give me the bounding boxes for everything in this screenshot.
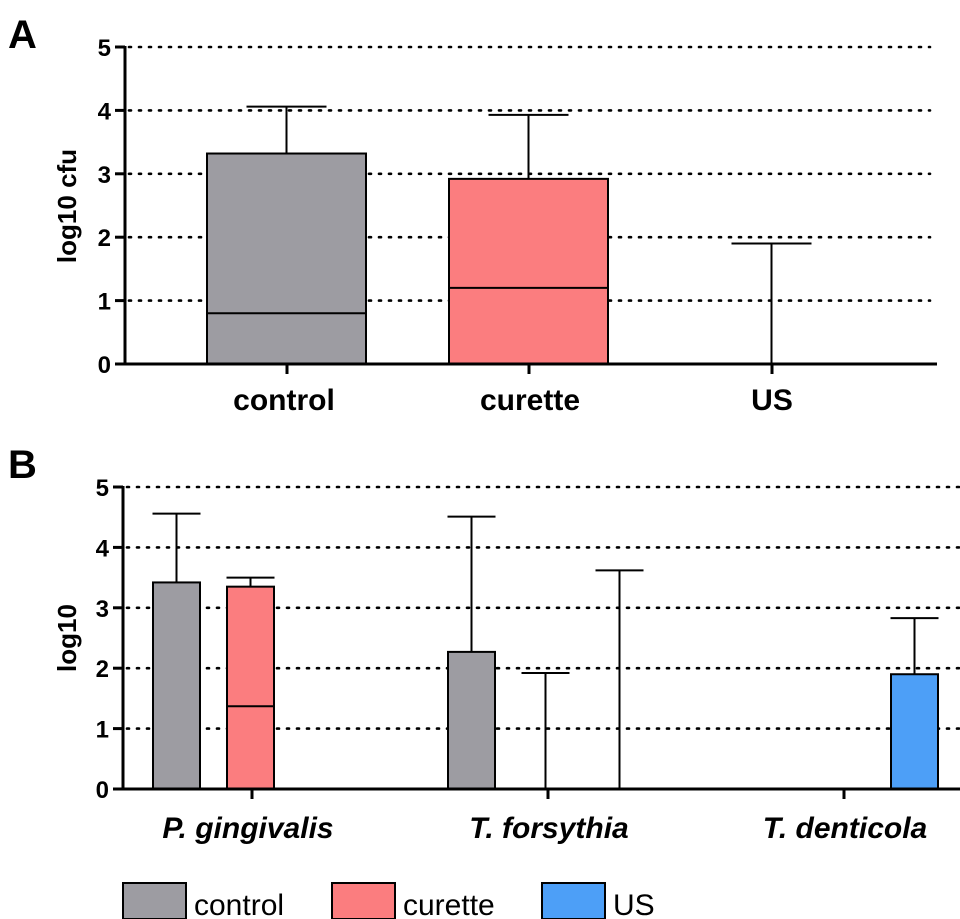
panel-b-y-tick-label: 1 <box>96 717 109 744</box>
legend-swatch-control <box>122 882 187 919</box>
panel-a-box-control <box>206 152 367 365</box>
legend: control curette US <box>122 882 655 919</box>
panel-b-categories: P. gingivalis T. forsythia T. denticola <box>162 812 927 845</box>
panel-a: A 0 1 2 3 4 5 log10 cfu control curette US <box>8 13 937 417</box>
panel-b-label: B <box>8 443 37 487</box>
legend-label: US <box>613 889 655 919</box>
panel-b-y-tick-label: 2 <box>96 656 109 683</box>
panel-a-y-tick-label: 1 <box>98 289 111 316</box>
panel-a-y-tick-label: 5 <box>98 35 111 62</box>
legend-label: control <box>194 889 284 919</box>
panel-a-label: A <box>8 13 37 57</box>
panel-b-y-tick-label: 5 <box>96 475 109 502</box>
panel-b-category-label: T. denticola <box>763 812 927 845</box>
panel-b-category-label: T. forsythia <box>469 812 628 845</box>
panel-a-box-curette <box>448 177 609 365</box>
panel-a-y-ticks: 0 1 2 3 4 5 <box>98 35 125 379</box>
panel-a-y-tick-label: 3 <box>98 162 111 189</box>
panel-a-categories: control curette US <box>233 384 793 417</box>
panel-a-category-label: curette <box>480 384 580 417</box>
panel-b-y-tick-label: 0 <box>96 777 109 804</box>
panel-b-box-us <box>890 673 939 790</box>
panel-a-y-tick-label: 0 <box>98 352 111 379</box>
panel-b-category-label: P. gingivalis <box>162 812 333 845</box>
panel-a-boxes <box>206 105 812 365</box>
panel-b-box-control <box>447 650 496 791</box>
panel-b-y-tick-label: 4 <box>96 535 110 562</box>
panel-b-y-axis-label: log10 <box>52 604 82 672</box>
panel-a-y-axis-label: log10 cfu <box>52 149 82 263</box>
legend-swatch-us <box>541 882 606 919</box>
legend-swatch-curette <box>331 882 396 919</box>
panel-b-box-curette <box>226 585 275 790</box>
panel-b: B 0 1 2 3 4 5 log10 P. gingivalis T. forsythia… <box>8 443 960 845</box>
legend-label: curette <box>403 889 495 919</box>
panel-a-x-ticks <box>285 364 774 374</box>
panel-a-category-label: US <box>751 384 793 417</box>
panel-b-box-control <box>152 581 201 790</box>
panel-a-category-label: control <box>233 384 335 417</box>
panel-b-y-tick-label: 3 <box>96 596 109 623</box>
panel-b-y-ticks: 0 1 2 3 4 5 <box>96 475 123 804</box>
panel-b-x-ticks <box>250 789 846 799</box>
panel-b-boxes <box>152 512 939 791</box>
panel-a-y-tick-label: 4 <box>98 98 112 125</box>
panel-a-y-tick-label: 2 <box>98 225 111 252</box>
